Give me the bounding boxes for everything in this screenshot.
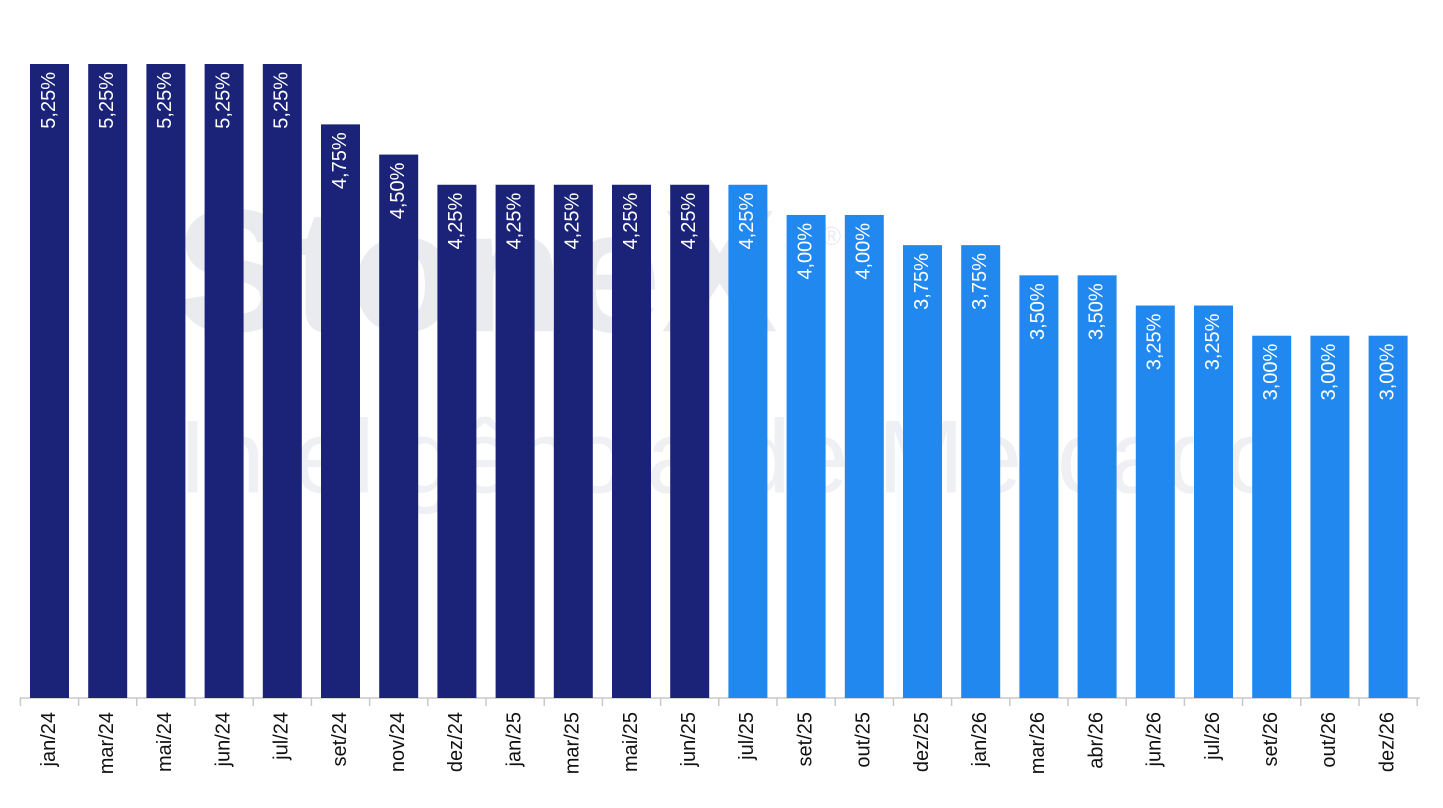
x-tick-label: dez/26 [1376,712,1398,772]
value-label: 3,25% [1202,313,1224,370]
value-label: 4,25% [678,193,700,250]
x-tick-label: jan/26 [969,712,991,768]
bar [379,154,419,699]
value-label: 4,50% [387,162,409,219]
x-tick-label: dez/24 [445,712,467,772]
bar [437,184,477,698]
x-tick-label: jul/24 [271,712,293,761]
x-tick-label: mar/26 [1027,712,1049,774]
value-label: 4,75% [329,132,351,189]
bar [961,245,1001,698]
value-label: 4,00% [853,223,875,280]
bar [1368,335,1408,698]
x-tick-label: set/24 [329,712,351,766]
value-label: 3,25% [1144,313,1166,370]
value-label: 5,25% [271,72,293,129]
bar [88,64,128,698]
value-label: 3,75% [969,253,991,310]
value-label: 5,25% [96,72,118,129]
x-tick-label: jun/25 [678,712,700,768]
value-label: 4,00% [794,223,816,280]
x-tick-label: mai/24 [154,712,176,772]
bar [844,214,884,698]
watermark-mark: ® [822,221,841,251]
bar [321,124,360,698]
x-tick-label: set/25 [794,712,816,766]
x-tick-label: out/26 [1318,712,1340,768]
x-tick-label: jun/26 [1144,712,1166,768]
value-label: 4,25% [736,193,758,250]
value-label: 3,50% [1085,283,1107,340]
x-tick-label: dez/25 [911,712,933,772]
bar [146,64,186,698]
x-tick-label: mar/25 [562,712,584,774]
bar [1135,305,1175,698]
value-label: 3,00% [1318,344,1340,401]
bar [786,214,826,698]
bar [903,245,942,698]
x-tick-label: abr/26 [1085,712,1107,769]
value-label: 5,25% [154,72,176,129]
value-label: 3,75% [911,253,933,310]
value-label: 3,00% [1260,344,1282,401]
value-label: 4,25% [620,193,642,250]
x-tick-label: mai/25 [620,712,642,772]
bar [553,184,593,698]
bar [204,64,244,698]
bar [1252,335,1292,698]
value-label: 3,50% [1027,283,1049,340]
bar [1194,305,1233,698]
value-label: 5,25% [212,72,234,129]
x-tick-label: jan/25 [503,712,525,768]
x-tick-label: set/26 [1260,712,1282,766]
x-tick-label: jul/26 [1202,712,1224,761]
value-label: 3,00% [1376,344,1398,401]
x-tick-label: out/25 [853,712,875,768]
bar [612,184,651,698]
bar [728,184,768,698]
x-tick-label: mar/24 [96,712,118,774]
value-label: 4,25% [503,193,525,250]
bar [30,64,69,698]
bar [1077,275,1117,698]
x-tick-label: jun/24 [212,712,234,768]
bar [262,64,302,698]
bar [495,184,535,698]
x-tick-label: jan/24 [38,712,60,768]
value-label: 4,25% [445,193,467,250]
bar [1310,335,1350,698]
value-label: 4,25% [562,193,584,250]
value-label: 5,25% [38,72,60,129]
bar [670,184,710,698]
x-tick-label: jul/25 [736,712,758,761]
bar [1019,275,1059,698]
x-tick-label: nov/24 [387,712,409,772]
